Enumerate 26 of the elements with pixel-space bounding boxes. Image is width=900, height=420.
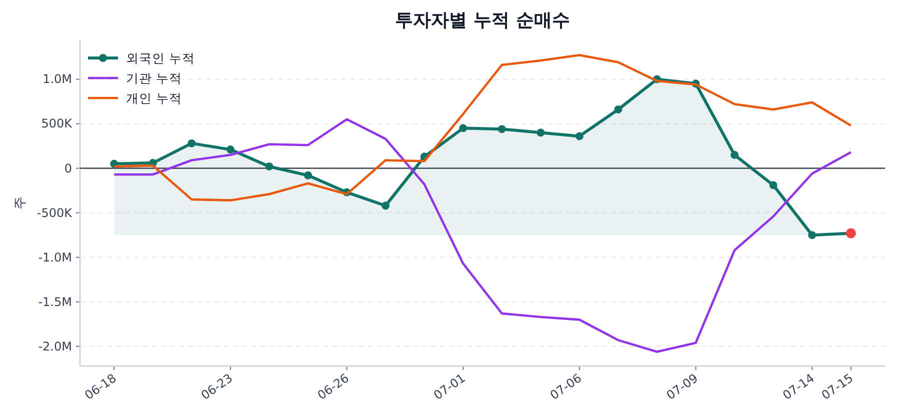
y-tick-label: 500K (41, 116, 74, 131)
y-tick-label: -1.5M (38, 294, 72, 309)
y-tick-label: 1.0M (42, 72, 72, 86)
y-tick-label: -500K (36, 206, 74, 220)
point (498, 125, 506, 134)
y-tick-label: 0 (64, 161, 72, 176)
point (188, 139, 196, 148)
point (575, 132, 584, 140)
point (459, 124, 468, 132)
point (536, 128, 545, 137)
point (226, 146, 234, 154)
y-tick-label: -2.0M (38, 339, 72, 354)
y-axis-title: 주 (13, 196, 28, 210)
point (730, 150, 739, 159)
legend-label: 기관 누적 (126, 70, 182, 86)
point (304, 171, 312, 180)
point (769, 181, 778, 190)
chart-title: 투자자별 누적 순매수 (395, 10, 570, 31)
legend-label: 개인 누적 (126, 90, 182, 106)
point (382, 202, 390, 210)
point (265, 162, 274, 170)
point (808, 231, 816, 240)
line-series (112, 118, 852, 353)
legend-label: 외국인 누적 (126, 50, 195, 66)
y-tick-label: -1.0M (38, 250, 72, 264)
point (614, 105, 622, 114)
